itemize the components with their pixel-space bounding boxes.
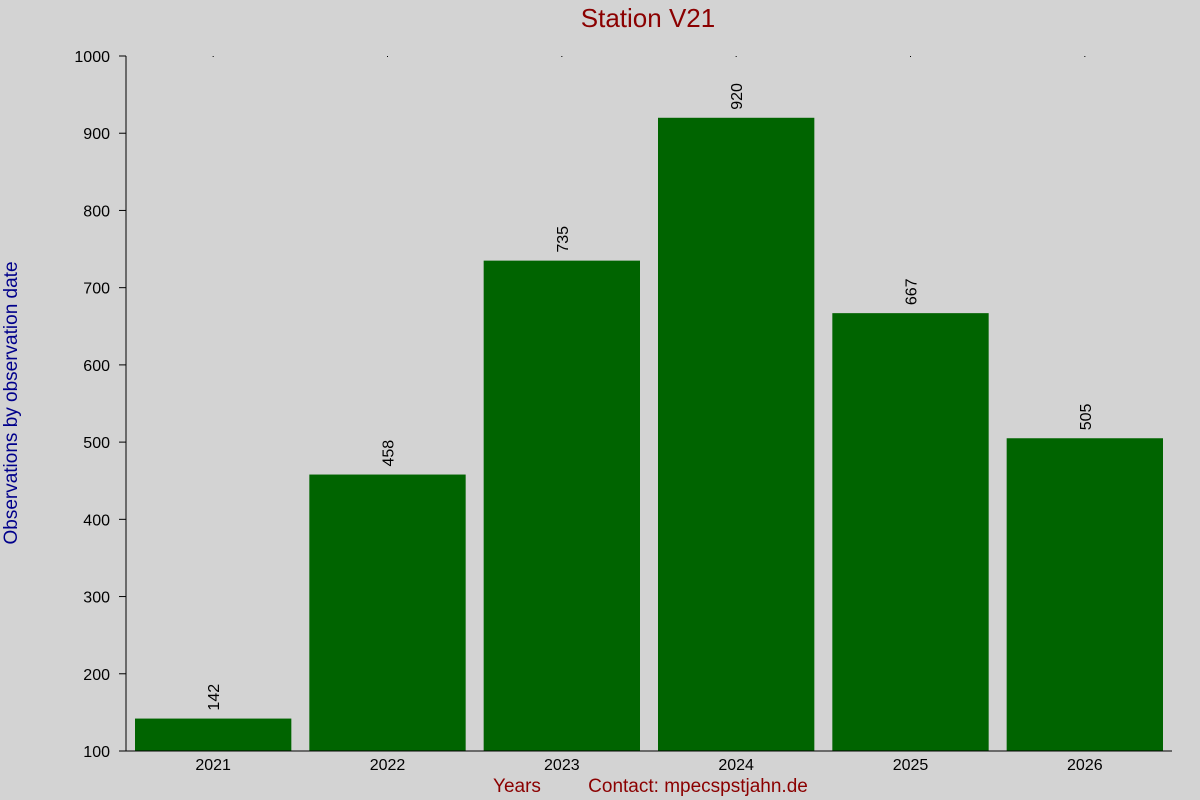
bar-2021 [135, 718, 292, 751]
value-label-2023: 735 [555, 226, 572, 253]
bar-2022 [309, 474, 466, 751]
value-label-2021: 142 [206, 684, 223, 711]
x-tick-label-2021: 2021 [195, 757, 231, 774]
y-tick-label-1000: 1000 [74, 49, 110, 66]
bar-2026 [1006, 438, 1163, 751]
x-tick-label-2025: 2025 [893, 757, 929, 774]
value-label-2025: 667 [904, 278, 921, 305]
x-axis-title: Years [493, 776, 541, 797]
bar-2025 [832, 313, 989, 751]
y-tick-label-600: 600 [83, 358, 110, 375]
y-tick-label-700: 700 [83, 281, 110, 298]
y-tick-label-900: 900 [83, 126, 110, 143]
value-label-2024: 920 [729, 83, 746, 110]
bar-2024 [658, 117, 815, 752]
value-label-2022: 458 [381, 440, 398, 467]
x-tick-label-2026: 2026 [1067, 757, 1103, 774]
bars-group [135, 117, 1163, 752]
value-labels-group: 142 458 735 920 667 505 [206, 83, 1095, 711]
contact-text: Contact: mpecspstjahn.de [588, 776, 808, 797]
x-tick-label-2024: 2024 [718, 757, 754, 774]
x-axis: 2021 2022 2023 2024 2025 2026 [126, 56, 1172, 774]
y-tick-label-800: 800 [83, 203, 110, 220]
y-tick-label-500: 500 [83, 435, 110, 452]
y-tick-label-100: 100 [83, 744, 110, 761]
y-tick-label-200: 200 [83, 667, 110, 684]
y-axis: 100 200 300 400 500 600 700 800 900 1000 [74, 49, 127, 761]
x-tick-label-2023: 2023 [544, 757, 580, 774]
chart-title: Station V21 [581, 3, 715, 33]
bar-2023 [483, 260, 640, 751]
x-tick-label-2022: 2022 [370, 757, 406, 774]
y-tick-label-300: 300 [83, 590, 110, 607]
value-label-2026: 505 [1078, 403, 1095, 430]
y-axis-title: Observations by observation date [1, 261, 22, 544]
y-tick-label-400: 400 [83, 512, 110, 529]
